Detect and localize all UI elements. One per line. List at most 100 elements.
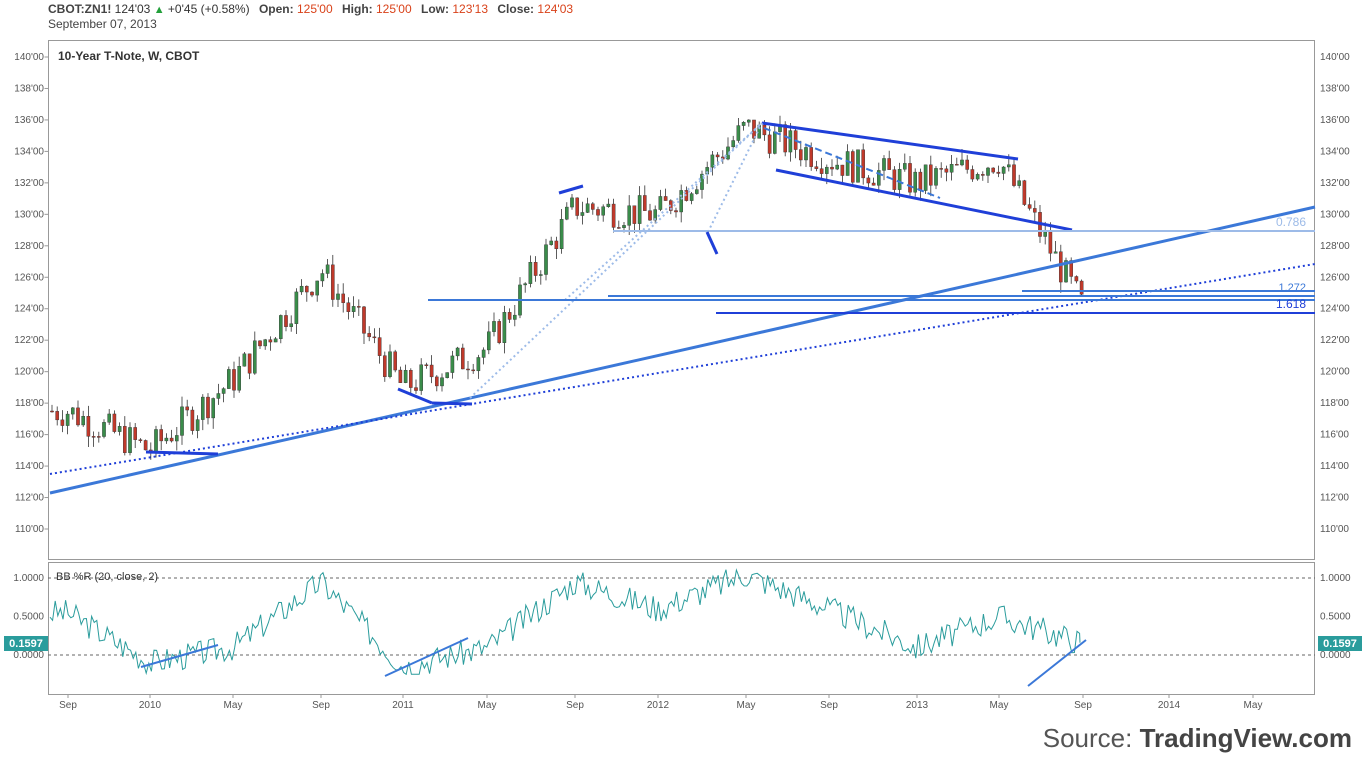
price-title: 10-Year T-Note, W, CBOT [58, 49, 200, 63]
y-tick-label-right: 122'00 [1320, 335, 1350, 346]
support-mark-2010[interactable] [145, 450, 219, 456]
candle-body [1012, 164, 1016, 186]
candle-body [637, 195, 642, 224]
candle-body [1032, 208, 1037, 213]
indicator-trend-2013[interactable] [1027, 639, 1087, 687]
candle-body [632, 205, 637, 224]
x-tick-label: May [478, 700, 497, 711]
candle-body [908, 163, 912, 193]
candle-body [357, 306, 361, 308]
support-mark-2011a[interactable] [397, 387, 433, 405]
candle-body [112, 413, 117, 432]
candle-body [310, 291, 314, 296]
candle-body [1079, 280, 1084, 295]
candle-body [580, 212, 585, 216]
candle-body [1064, 260, 1068, 283]
candle-body [1053, 251, 1058, 254]
candle-body [91, 436, 96, 438]
last-price: 124'03 [114, 2, 151, 16]
candle-body [585, 203, 590, 213]
candle-body [773, 131, 777, 154]
candle-body [611, 203, 616, 228]
long-trendline[interactable] [49, 205, 1316, 495]
indicator-value-badge-left [4, 636, 48, 651]
indicator-title: BB %R (20, close, 2) [56, 571, 158, 583]
indicator-trend-2011[interactable] [384, 637, 469, 677]
candle-body [819, 168, 824, 174]
high-label: High: [341, 2, 373, 16]
candle-body [663, 196, 668, 201]
candle-body [601, 206, 605, 216]
indicator-pane[interactable] [48, 562, 1315, 695]
channel-mid[interactable] [763, 127, 941, 199]
x-tick-label: May [224, 700, 243, 711]
top-mark-2011[interactable] [558, 184, 584, 195]
y-tick-label: 136'00 [14, 115, 44, 126]
candle-body [211, 398, 216, 419]
candle-body [273, 338, 278, 343]
x-tick-label: 2013 [906, 700, 929, 711]
y-tick-label-right: 120'00 [1320, 367, 1350, 378]
candle-body [835, 164, 839, 170]
candle-body [944, 168, 949, 173]
candle-body [575, 197, 579, 216]
candle-body [507, 312, 512, 320]
y-axis-left: 110'00 112'00 114'00 116'00 118'00 120'00 122'… [13, 52, 48, 661]
source-brand: TradingView.com [1139, 723, 1352, 753]
candle-body [1074, 276, 1079, 282]
candle-body [1069, 260, 1073, 277]
candle-body [221, 388, 226, 394]
x-tick-label: 2011 [392, 700, 414, 711]
y-tick-label: 114'00 [15, 461, 44, 472]
candle-body [975, 174, 980, 180]
candle-body [674, 210, 678, 213]
candle-body [169, 437, 174, 442]
candle-body [289, 323, 294, 327]
candle-body [331, 264, 335, 300]
candle-body [783, 124, 787, 153]
fib-leg-1[interactable] [564, 122, 763, 301]
x-tick-label: May [1244, 700, 1263, 711]
candle-body [830, 166, 834, 170]
date-label: September 07, 2013 [48, 17, 157, 31]
candle-body [897, 169, 902, 190]
candles [50, 115, 1084, 460]
candle-body [429, 364, 434, 378]
indicator-tick-label: 0.0000 [13, 650, 44, 661]
candle-body [471, 369, 476, 372]
candle-body [190, 409, 195, 431]
dotted-trendline[interactable] [49, 263, 1316, 475]
indicator-trend-2010[interactable] [140, 644, 219, 668]
candle-body [840, 164, 845, 176]
candle-body [710, 154, 715, 168]
candle-body [799, 149, 803, 161]
y-axis-right: 110'00 112'00 114'00 116'00 118'00 120'00 122'… [1320, 52, 1351, 661]
candle-body [991, 167, 995, 173]
source-watermark: Source: TradingView.com [1043, 723, 1352, 754]
candle-body [206, 396, 210, 419]
candle-body [617, 227, 621, 229]
candle-body [513, 314, 517, 320]
support-mark-2011b[interactable] [431, 401, 473, 406]
candle-body [996, 171, 1001, 174]
candle-body [362, 306, 366, 334]
candle-body [50, 410, 54, 413]
candle-body [1048, 231, 1053, 254]
y-tick-label: 128'00 [14, 241, 44, 252]
low-mark-2012[interactable] [705, 231, 719, 255]
candle-body [268, 339, 273, 343]
x-tick-label: Sep [312, 700, 330, 711]
y-tick-label-right: 112'00 [1320, 493, 1349, 504]
candle-body [200, 396, 205, 420]
channel-top[interactable] [761, 121, 1019, 161]
candle-body [804, 147, 808, 161]
fib-leg-3[interactable] [707, 122, 763, 233]
candle-body [117, 426, 122, 432]
candle-body [476, 357, 481, 372]
y-tick-label: 130'00 [14, 209, 44, 220]
x-tick-label: Sep [1074, 700, 1092, 711]
fib-leg-2[interactable] [469, 122, 763, 399]
candle-body [403, 370, 408, 383]
channel-bottom[interactable] [775, 168, 1073, 232]
